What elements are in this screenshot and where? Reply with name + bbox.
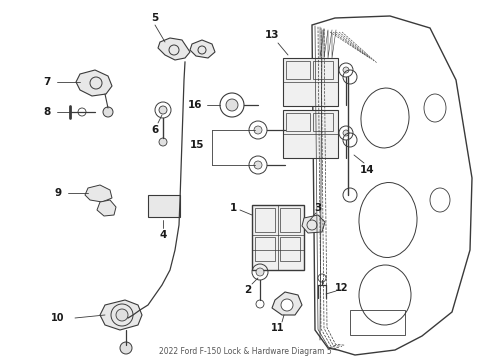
Text: 8: 8 <box>44 107 50 117</box>
Bar <box>255 237 275 261</box>
Text: 10: 10 <box>51 313 65 323</box>
Polygon shape <box>312 16 472 355</box>
Circle shape <box>120 342 132 354</box>
Circle shape <box>281 299 293 311</box>
Bar <box>252 205 304 270</box>
Text: 7: 7 <box>43 77 50 87</box>
Text: 12: 12 <box>335 283 349 293</box>
Bar <box>148 195 180 217</box>
Circle shape <box>256 268 264 276</box>
Bar <box>350 310 405 335</box>
Polygon shape <box>272 292 302 315</box>
Text: 2: 2 <box>245 285 252 295</box>
Bar <box>280 237 300 261</box>
Polygon shape <box>100 300 142 330</box>
Bar <box>313 113 333 131</box>
Circle shape <box>254 161 262 169</box>
Bar <box>255 208 275 232</box>
Circle shape <box>343 67 349 73</box>
Circle shape <box>343 130 349 136</box>
Polygon shape <box>97 200 116 216</box>
Bar <box>283 58 338 106</box>
Circle shape <box>226 99 238 111</box>
Text: 13: 13 <box>265 30 279 40</box>
Bar <box>286 61 310 79</box>
Circle shape <box>116 309 128 321</box>
Bar <box>280 208 300 232</box>
Text: 1: 1 <box>229 203 237 213</box>
Circle shape <box>159 138 167 146</box>
Text: 15: 15 <box>190 140 204 150</box>
Text: 2022 Ford F-150 Lock & Hardware Diagram 5: 2022 Ford F-150 Lock & Hardware Diagram … <box>159 347 331 356</box>
Bar <box>286 113 310 131</box>
Polygon shape <box>190 40 215 58</box>
Circle shape <box>159 106 167 114</box>
Text: 9: 9 <box>54 188 62 198</box>
Polygon shape <box>302 215 325 233</box>
Circle shape <box>103 107 113 117</box>
Text: 4: 4 <box>159 230 167 240</box>
Bar <box>313 61 333 79</box>
Text: 6: 6 <box>151 125 159 135</box>
Polygon shape <box>85 185 112 202</box>
Text: 11: 11 <box>271 323 285 333</box>
Polygon shape <box>158 38 190 60</box>
Text: 14: 14 <box>360 165 374 175</box>
Bar <box>283 110 338 158</box>
Polygon shape <box>76 70 112 96</box>
Text: 3: 3 <box>315 203 321 213</box>
Circle shape <box>254 126 262 134</box>
Text: 16: 16 <box>188 100 202 110</box>
Text: 5: 5 <box>151 13 159 23</box>
